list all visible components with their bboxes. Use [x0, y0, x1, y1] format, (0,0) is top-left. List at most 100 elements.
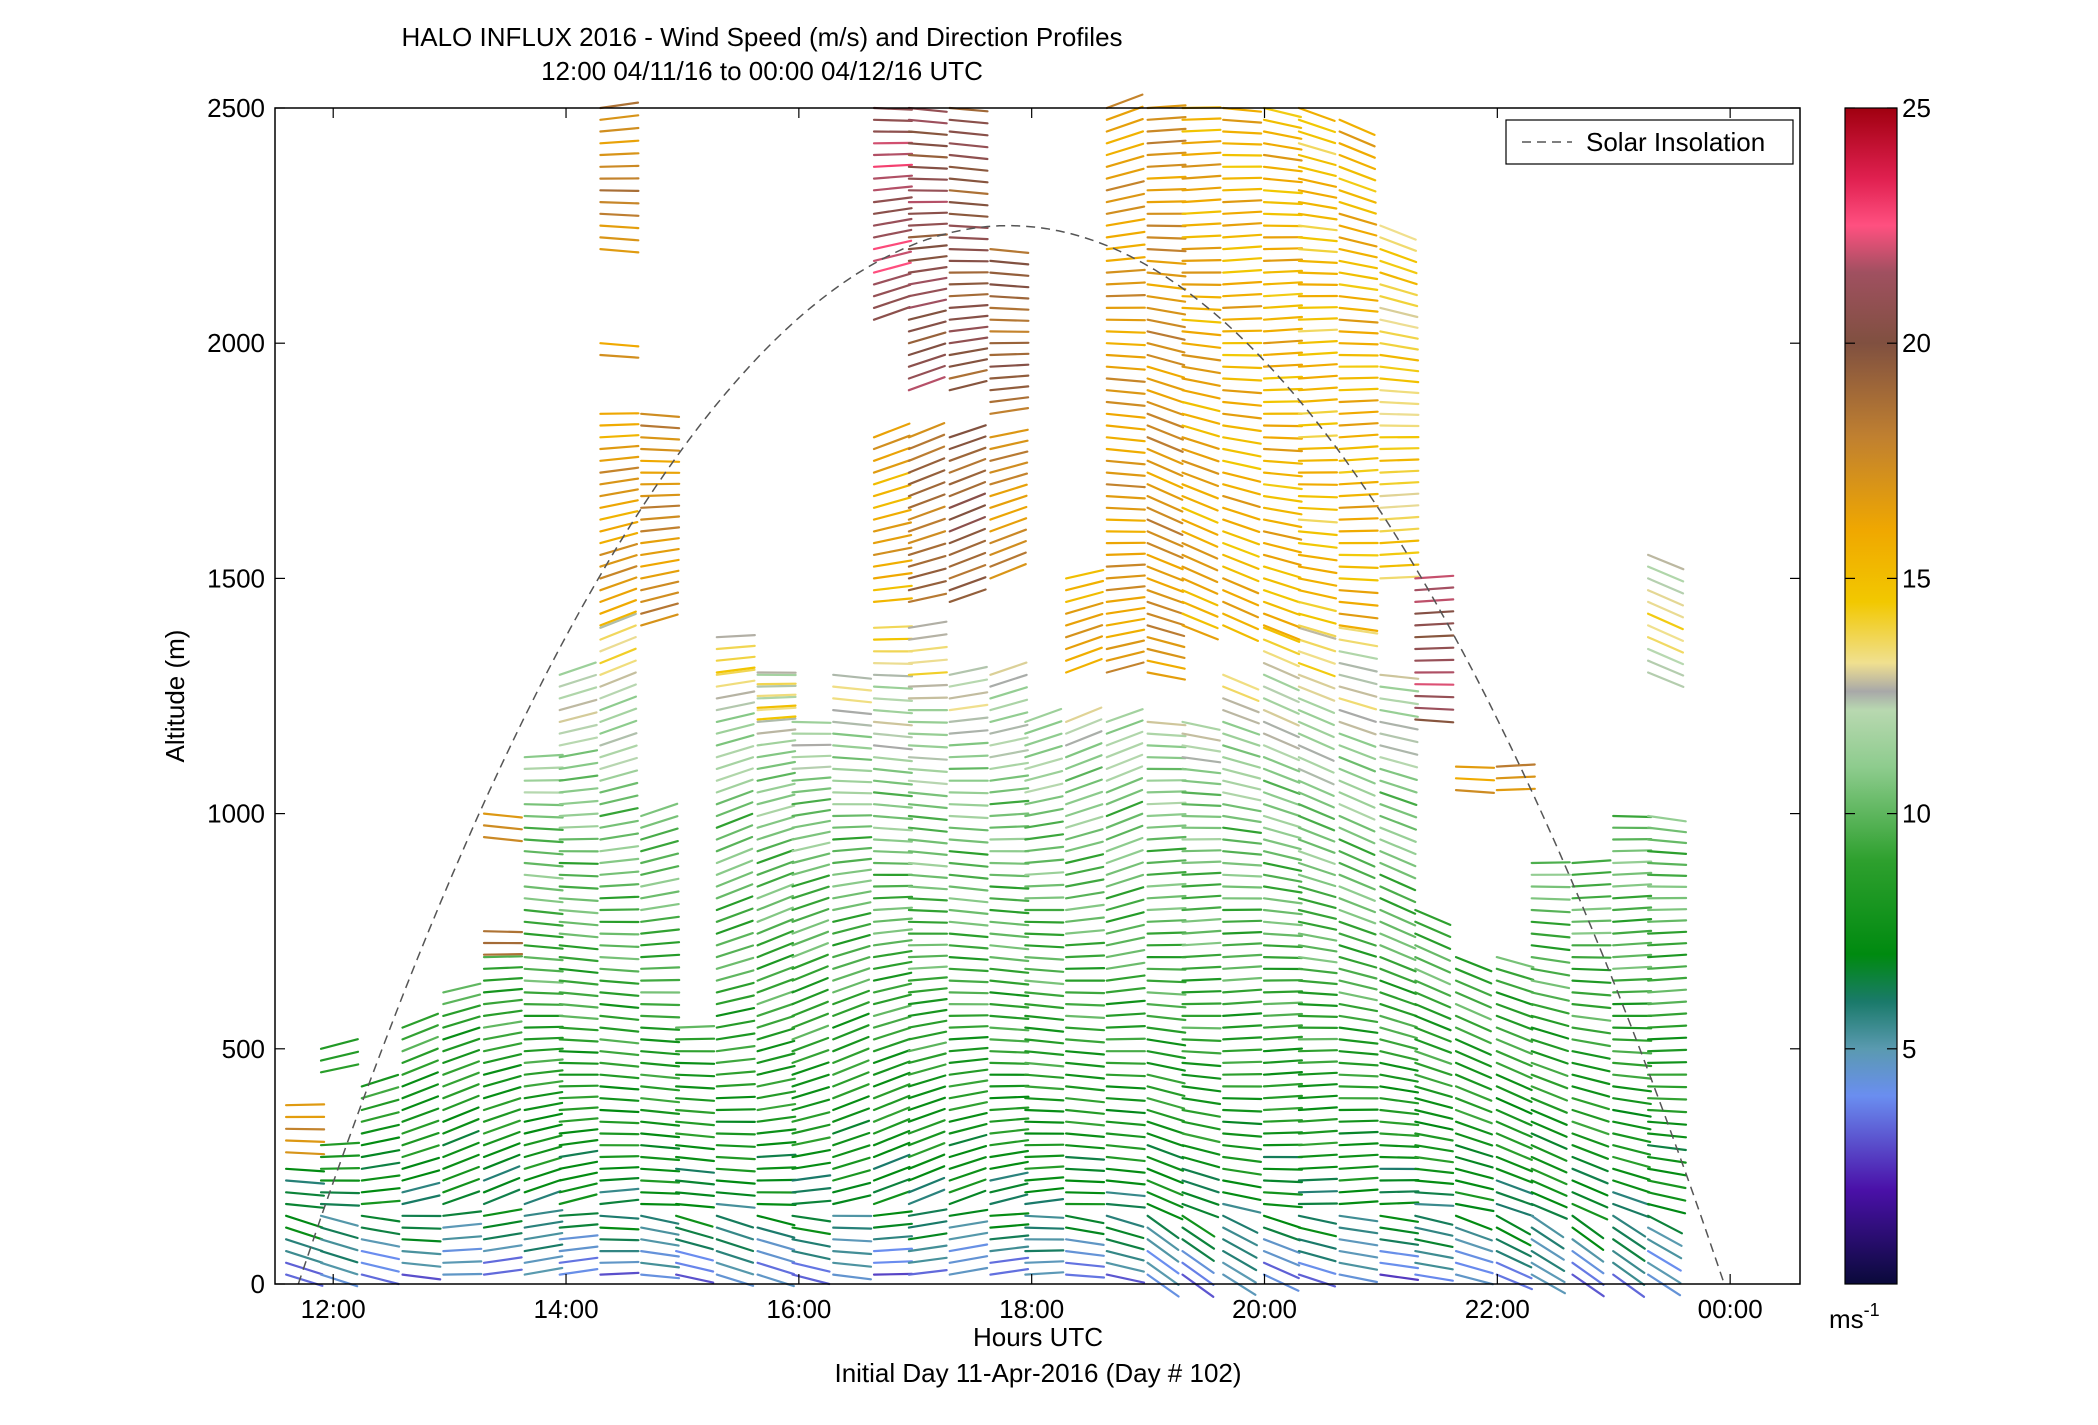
wind-barb	[1181, 447, 1220, 463]
wind-barb	[1297, 1261, 1337, 1275]
wind-barb	[1454, 1214, 1493, 1231]
wind-barb	[401, 1273, 442, 1281]
wind-barb	[989, 861, 1030, 865]
wind-barb	[756, 1002, 795, 1018]
wind-barb	[1222, 1179, 1262, 1189]
wind-barb	[285, 1179, 326, 1185]
wind-barb	[482, 1119, 521, 1135]
wind-barb	[1105, 294, 1146, 298]
wind-barb	[599, 1176, 640, 1182]
wind-barb	[948, 1068, 989, 1076]
wind-barb	[599, 212, 640, 217]
wind-barb	[482, 1165, 521, 1182]
wind-barb	[482, 1188, 521, 1206]
wind-barb	[989, 873, 1030, 878]
wind-barb	[599, 707, 638, 724]
wind-barb	[1262, 1202, 1303, 1209]
wind-barb	[1222, 953, 1263, 959]
wind-barb	[558, 1095, 599, 1100]
wind-barb	[360, 1214, 401, 1223]
wind-barb	[1454, 1191, 1495, 1202]
wind-barb	[558, 1026, 599, 1032]
wind-barb	[907, 1052, 947, 1065]
wind-barb	[872, 1141, 911, 1159]
wind-barb	[872, 791, 913, 798]
wind-barb	[989, 1038, 1030, 1043]
wind-barb	[1414, 1167, 1455, 1175]
wind-barb	[1105, 999, 1146, 1006]
wind-barb	[523, 1220, 564, 1229]
wind-barb	[1338, 944, 1378, 958]
wind-barb	[907, 1165, 946, 1182]
wind-barb	[1262, 1047, 1304, 1053]
wind-barb	[1222, 365, 1263, 370]
wind-barb	[1181, 186, 1222, 192]
wind-barb	[640, 613, 679, 627]
wind-barb	[1454, 1132, 1494, 1147]
wind-barb	[1024, 782, 1064, 794]
wind-barb	[756, 1238, 796, 1251]
wind-barb	[1530, 1050, 1569, 1065]
wind-barb	[756, 965, 795, 982]
wind-barb	[756, 871, 795, 888]
wind-barb	[482, 1153, 521, 1170]
wind-barb	[791, 953, 829, 970]
wind-barb	[948, 551, 987, 568]
wind-barb	[756, 1064, 796, 1076]
wind-barb	[1105, 1167, 1146, 1174]
wind-barb	[791, 1012, 830, 1029]
chart-title: HALO INFLUX 2016 - Wind Speed (m/s) and …	[401, 22, 1122, 52]
wind-barb	[319, 1038, 359, 1050]
wind-barb	[1338, 1014, 1379, 1024]
wind-barb	[523, 1080, 564, 1088]
wind-barb	[401, 1095, 440, 1112]
wind-barb	[1530, 908, 1571, 914]
wind-barb	[832, 1095, 870, 1112]
wind-barb	[756, 894, 795, 912]
wind-barb	[1146, 647, 1186, 660]
wind-barb	[1414, 1226, 1454, 1237]
colorbar-unit-exponent: -1	[1864, 1300, 1880, 1320]
wind-barb	[442, 1026, 481, 1041]
wind-barb	[1105, 788, 1144, 806]
wind-barb	[1105, 218, 1146, 227]
wind-barb	[1454, 1050, 1493, 1068]
wind-barb	[715, 1238, 755, 1253]
wind-barb	[1024, 955, 1065, 961]
wind-barb	[1064, 1026, 1106, 1032]
wind-barb	[1571, 871, 1612, 876]
wind-barb	[1297, 908, 1338, 920]
wind-barb	[1262, 106, 1303, 119]
wind-barb	[907, 620, 948, 629]
wind-barb	[1454, 1026, 1492, 1045]
x-axis-label: Hours UTC	[973, 1322, 1103, 1352]
wind-barb	[1222, 506, 1261, 521]
wind-barb	[558, 944, 599, 951]
wind-barb	[1146, 306, 1187, 316]
wind-barb	[1105, 1024, 1146, 1029]
wind-barb	[1181, 849, 1222, 853]
wind-barb	[1105, 268, 1146, 274]
wind-barb	[1181, 1144, 1221, 1156]
wind-barb	[1297, 838, 1336, 854]
wind-barb	[599, 683, 637, 700]
wind-barb	[872, 906, 914, 912]
wind-barb	[360, 1111, 400, 1123]
wind-barb	[907, 1107, 946, 1123]
wind-barb	[1262, 1179, 1304, 1184]
wind-barb	[907, 1153, 946, 1170]
wind-barb	[948, 1167, 987, 1182]
wind-barb	[1338, 826, 1376, 845]
wind-barb	[401, 1169, 441, 1182]
wind-barb	[1454, 1014, 1492, 1033]
wind-barb	[1146, 835, 1187, 841]
wind-barb	[1222, 838, 1263, 845]
wind-barb	[756, 771, 796, 782]
wind-barb	[907, 1096, 947, 1112]
wind-barb	[907, 320, 947, 333]
wind-barb	[1297, 495, 1339, 499]
wind-barb	[1338, 118, 1376, 136]
wind-barb	[1262, 281, 1304, 286]
wind-barb	[1024, 1271, 1065, 1276]
wind-barb	[989, 991, 1030, 998]
